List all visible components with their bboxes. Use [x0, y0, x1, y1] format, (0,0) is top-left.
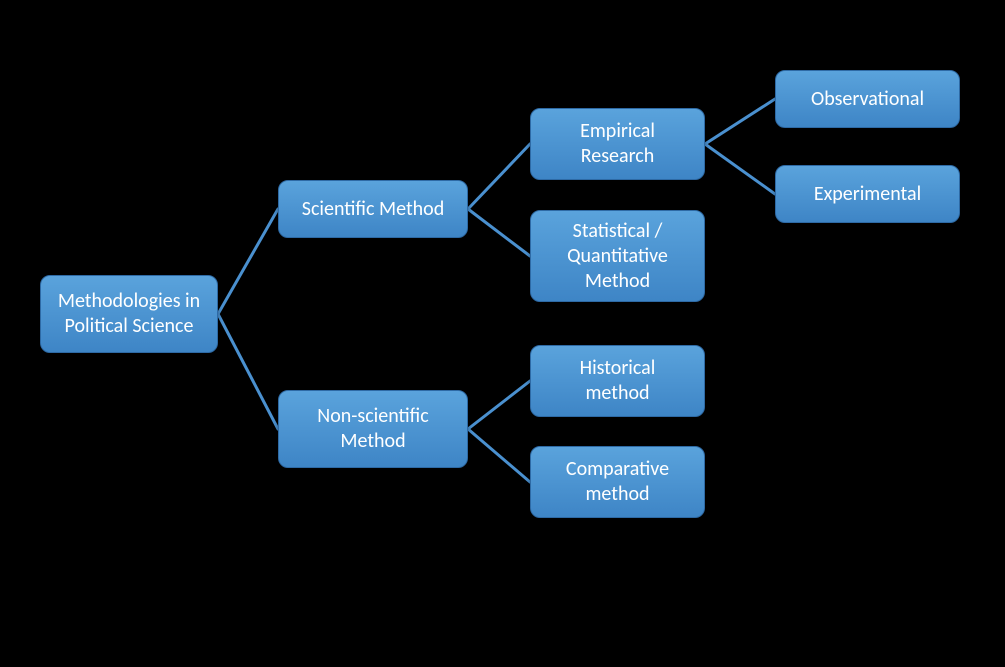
tree-node-statistical: Statistical / Quantitative Method — [530, 210, 705, 302]
tree-node-comparative: Comparative method — [530, 446, 705, 518]
tree-node-label: Experimental — [814, 182, 921, 207]
tree-node-root: Methodologies in Political Science — [40, 275, 218, 353]
tree-node-historical: Historical method — [530, 345, 705, 417]
tree-node-label: Observational — [811, 87, 924, 112]
tree-node-label: Scientific Method — [302, 197, 444, 222]
tree-node-empirical: Empirical Research — [530, 108, 705, 180]
tree-node-observational: Observational — [775, 70, 960, 128]
tree-node-nonscientific: Non-scientific Method — [278, 390, 468, 468]
tree-node-label: Comparative method — [566, 457, 669, 507]
tree-node-scientific: Scientific Method — [278, 180, 468, 238]
tree-node-label: Historical method — [580, 356, 656, 406]
tree-node-experimental: Experimental — [775, 165, 960, 223]
tree-node-label: Empirical Research — [580, 119, 655, 169]
tree-node-label: Non-scientific Method — [317, 404, 428, 454]
tree-node-label: Methodologies in Political Science — [58, 289, 200, 339]
tree-node-label: Statistical / Quantitative Method — [567, 219, 668, 294]
